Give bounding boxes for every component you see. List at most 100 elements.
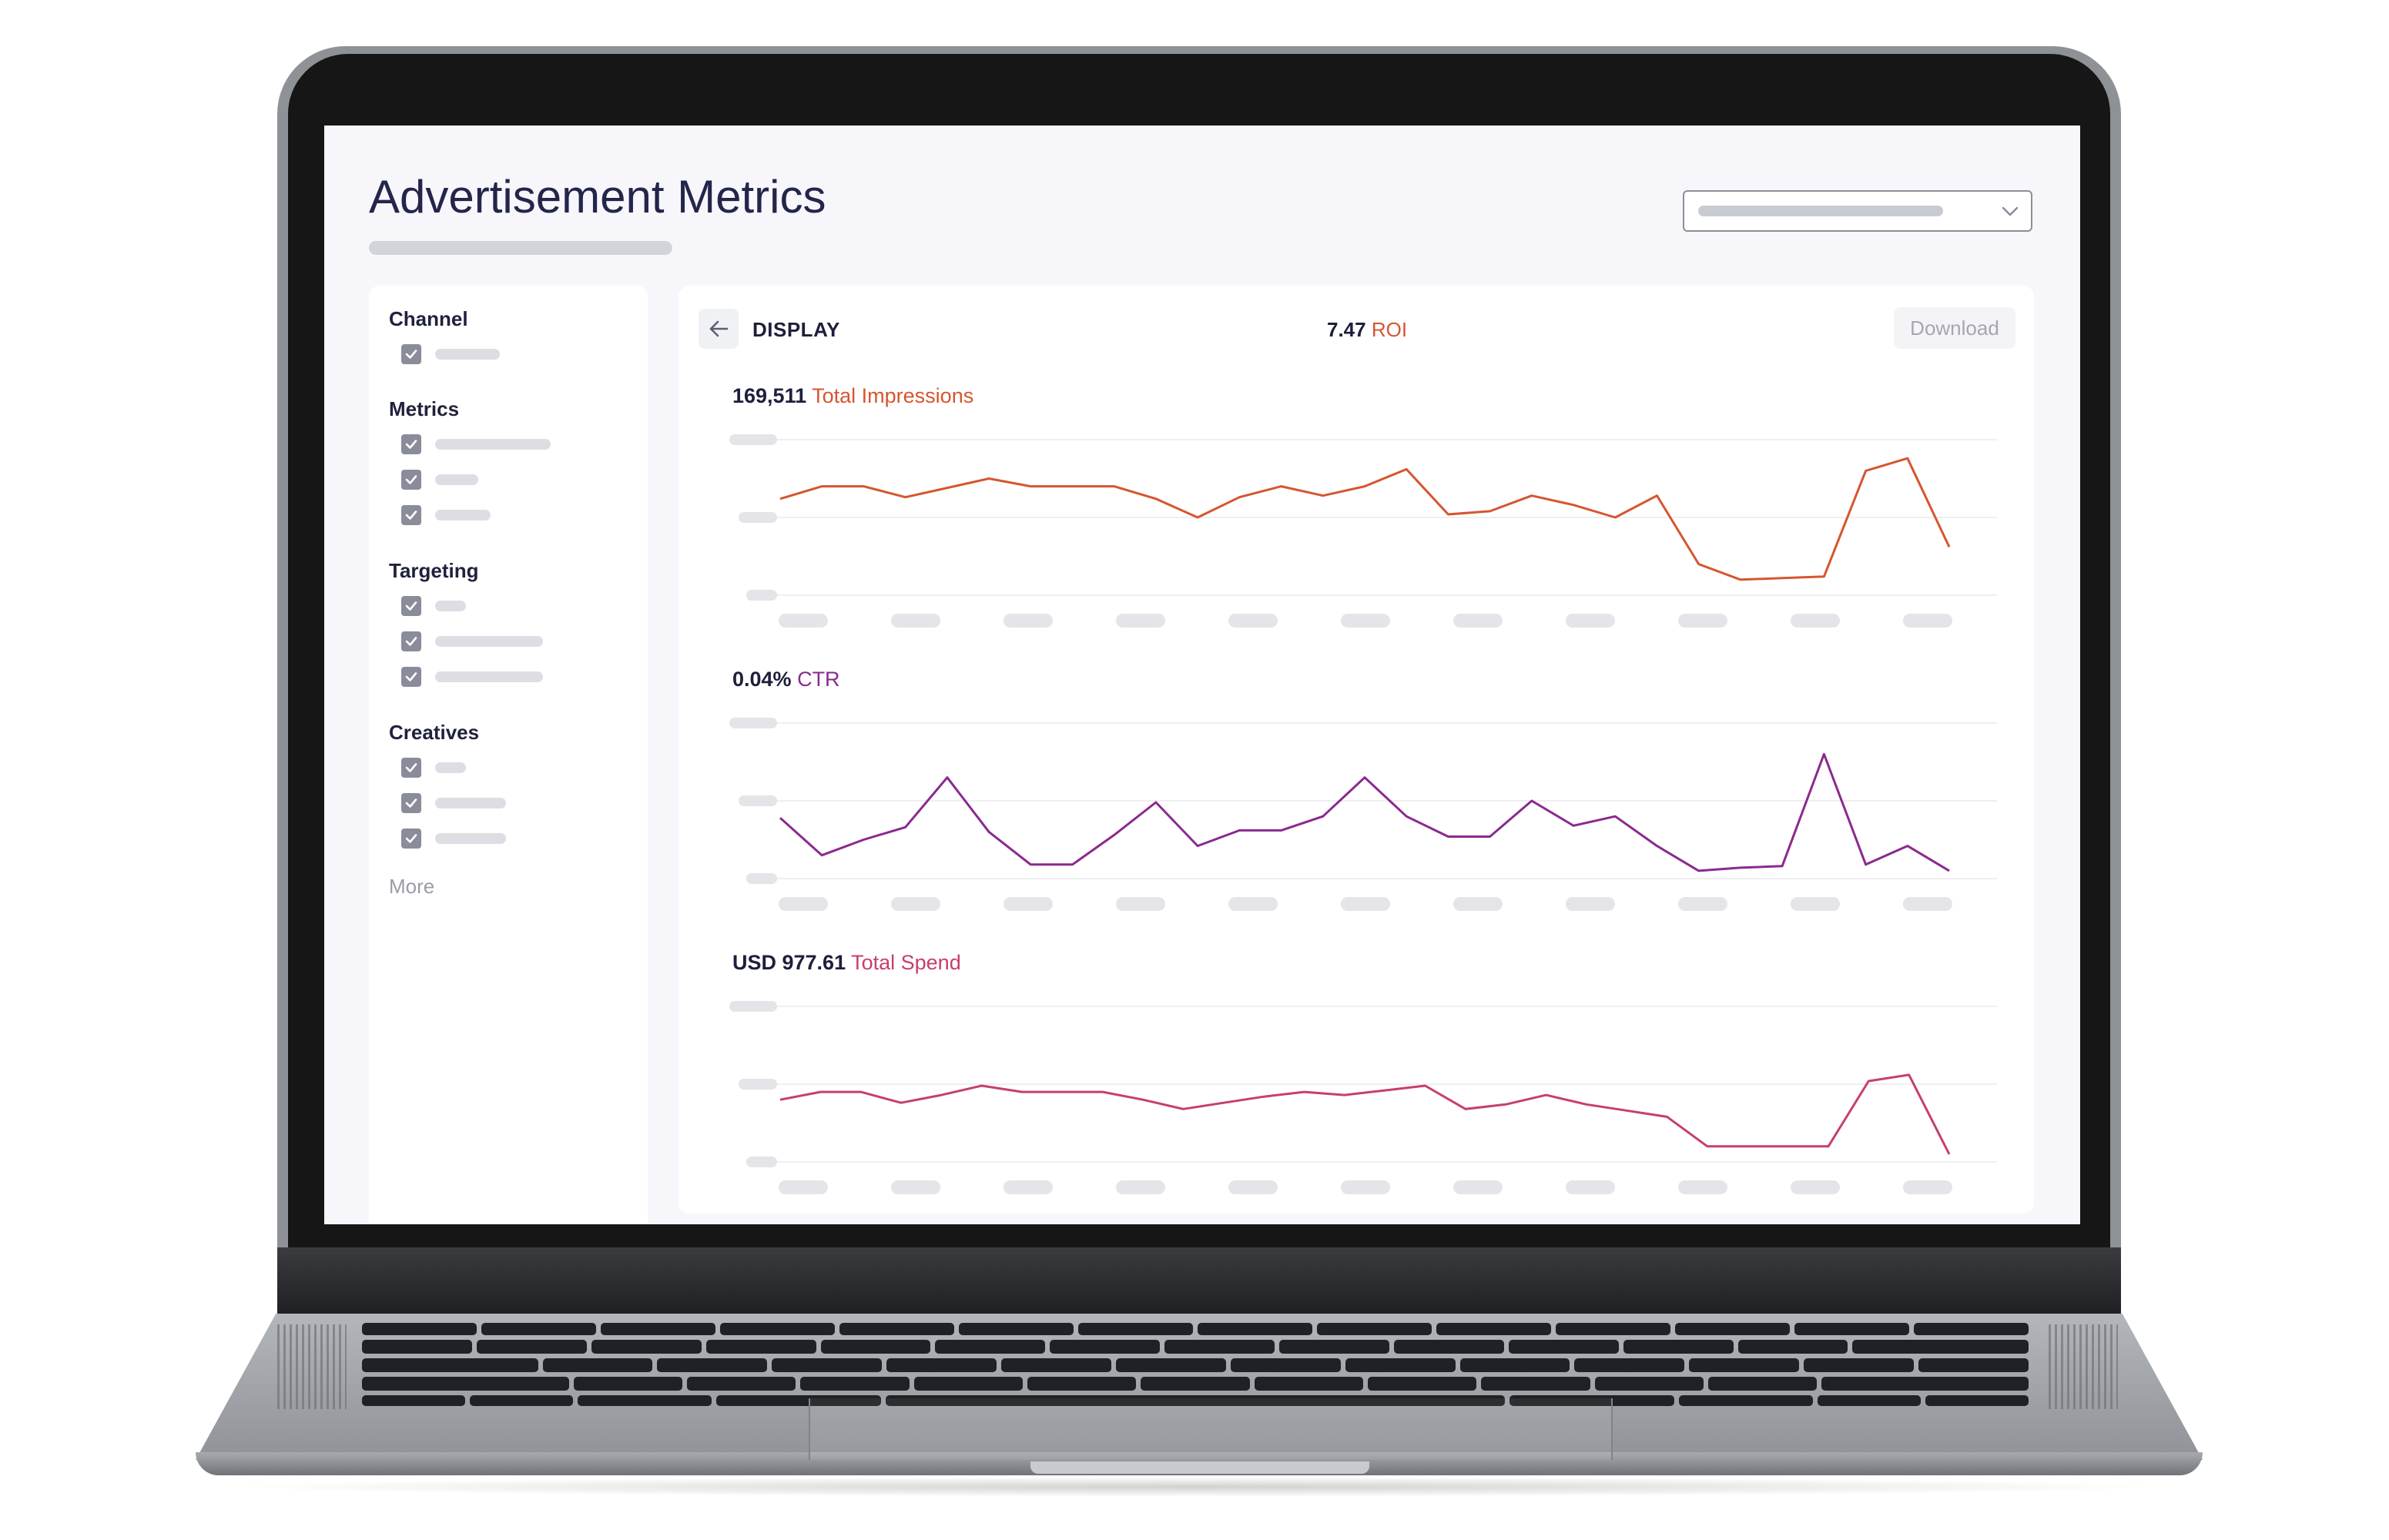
metric-header: 0.04% CTR (732, 668, 840, 691)
line-chart (729, 1001, 1997, 1194)
x-tick-placeholder (1116, 1180, 1165, 1194)
download-button[interactable]: Download (1894, 307, 2015, 349)
check-icon (405, 763, 417, 772)
x-tick-placeholder (1228, 897, 1278, 911)
x-tick-placeholder (1004, 897, 1053, 911)
x-tick-placeholder (1566, 897, 1615, 911)
series-line (779, 1073, 1951, 1155)
check-icon (405, 601, 417, 611)
metric-label: Total Spend (846, 951, 961, 974)
line-chart (729, 718, 1997, 911)
filter-checkbox[interactable] (401, 596, 421, 616)
filter-checkbox[interactable] (401, 505, 421, 525)
filter-group-creatives: Creatives (389, 721, 480, 744)
x-tick-placeholder (779, 1180, 828, 1194)
x-tick-placeholder (891, 897, 940, 911)
trackpad-notch (1030, 1461, 1369, 1474)
filter-option-placeholder (435, 671, 543, 682)
x-tick-placeholder (1228, 1180, 1278, 1194)
x-tick-placeholder (1791, 897, 1840, 911)
x-tick-placeholder (779, 614, 828, 628)
y-tick-placeholder (739, 795, 777, 806)
chevron-down-icon (2002, 206, 2019, 216)
check-icon (405, 475, 417, 484)
filter-select[interactable] (1683, 190, 2032, 232)
y-tick-placeholder (739, 1079, 777, 1090)
filter-checkbox[interactable] (401, 434, 421, 454)
channel-label: DISPLAY (752, 318, 840, 341)
y-tick-placeholder (746, 1157, 777, 1167)
filter-option-placeholder (435, 474, 478, 485)
filter-checkbox[interactable] (401, 631, 421, 651)
filter-option-placeholder (435, 798, 506, 808)
y-tick-placeholder (729, 434, 777, 445)
roi-value: 7.47 (1327, 318, 1366, 341)
filter-checkbox[interactable] (401, 667, 421, 687)
x-tick-placeholder (891, 1180, 940, 1194)
filter-checkbox[interactable] (401, 344, 421, 364)
metric-label: CTR (791, 668, 840, 691)
y-tick-placeholder (746, 590, 777, 601)
x-tick-placeholder (1903, 1180, 1952, 1194)
x-tick-placeholder (1566, 1180, 1615, 1194)
series-line (779, 457, 1951, 581)
laptop-shadow (223, 1477, 2172, 1497)
y-tick-placeholder (746, 873, 777, 884)
roi-label: ROI (1371, 318, 1408, 341)
filter-checkbox[interactable] (401, 829, 421, 849)
x-tick-placeholder (1341, 1180, 1390, 1194)
filter-option-placeholder (435, 510, 491, 521)
check-icon (405, 511, 417, 520)
y-tick-placeholder (729, 718, 777, 728)
app-screen: Advertisement Metrics More Channel Metric… (324, 126, 2080, 1224)
x-tick-placeholder (1566, 614, 1615, 628)
check-icon (405, 672, 417, 681)
x-tick-placeholder (1228, 614, 1278, 628)
trackpad (809, 1398, 1613, 1460)
speaker-grille-left (277, 1324, 347, 1409)
filter-option-placeholder (435, 349, 500, 360)
x-tick-placeholder (1453, 1180, 1503, 1194)
metric-label: Total Impressions (806, 384, 974, 407)
keyboard (362, 1323, 2029, 1406)
y-tick-placeholder (729, 1001, 777, 1012)
x-tick-placeholder (891, 614, 940, 628)
check-icon (405, 440, 417, 449)
filter-checkbox[interactable] (401, 758, 421, 778)
more-link[interactable]: More (389, 875, 435, 898)
metric-value: USD 977.61 (732, 951, 846, 974)
back-button[interactable] (699, 309, 739, 349)
x-tick-placeholder (1791, 614, 1840, 628)
check-icon (405, 798, 417, 808)
filter-checkbox[interactable] (401, 793, 421, 813)
x-tick-placeholder (1678, 614, 1727, 628)
x-tick-placeholder (1341, 614, 1390, 628)
line-chart (729, 434, 1997, 628)
x-tick-placeholder (1903, 897, 1952, 911)
x-tick-placeholder (1678, 1180, 1727, 1194)
x-tick-placeholder (779, 897, 828, 911)
filter-group-metrics: Metrics (389, 397, 460, 420)
metric-header: USD 977.61 Total Spend (732, 951, 961, 975)
filter-option-placeholder (435, 833, 506, 844)
x-tick-placeholder (1341, 897, 1390, 911)
metric-value: 0.04% (732, 668, 792, 691)
metric-value: 169,511 (732, 384, 807, 407)
filter-option-placeholder (435, 601, 466, 611)
filter-group-targeting: Targeting (389, 559, 479, 582)
speaker-grille-right (2049, 1324, 2118, 1409)
filter-option-placeholder (435, 636, 543, 647)
x-tick-placeholder (1678, 897, 1727, 911)
check-icon (405, 350, 417, 359)
select-value-placeholder (1698, 206, 1943, 216)
check-icon (405, 637, 417, 646)
metrics-panel: DISPLAY 7.47 ROI Download 169,511 Total … (679, 286, 2034, 1214)
x-tick-placeholder (1791, 1180, 1840, 1194)
x-tick-placeholder (1004, 614, 1053, 628)
x-tick-placeholder (1903, 614, 1952, 628)
x-tick-placeholder (1116, 614, 1165, 628)
filter-checkbox[interactable] (401, 470, 421, 490)
x-tick-placeholder (1453, 897, 1503, 911)
metric-header: 169,511 Total Impressions (732, 384, 973, 408)
roi-summary: 7.47 ROI (1327, 318, 1407, 342)
